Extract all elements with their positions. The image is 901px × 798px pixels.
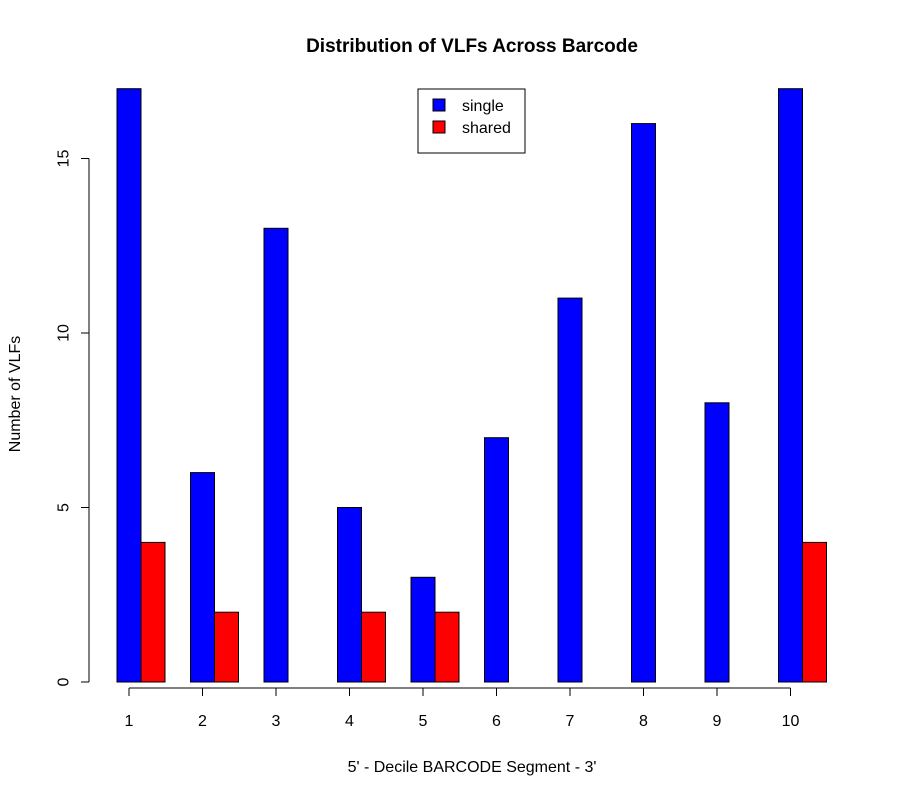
x-axis: 1 2 3 4 5 6 7 8 9 10	[125, 687, 800, 730]
bar-single-3	[263, 227, 289, 683]
x-tick-label: 5	[419, 713, 428, 730]
bar-single-8	[631, 123, 656, 683]
chart-title: Distribution of VLFs Across Barcode	[306, 36, 638, 57]
y-tick-label: 5	[56, 503, 73, 512]
legend: single shared	[417, 88, 526, 154]
bar-single-5	[410, 576, 436, 683]
x-tick-label: 2	[198, 713, 207, 730]
x-tick-label: 6	[492, 713, 501, 730]
y-axis-label: Number of VLFs	[7, 336, 24, 452]
y-tick-label: 0	[56, 677, 73, 686]
bar-shared-5	[434, 611, 460, 683]
bar-single-7	[557, 297, 583, 683]
bar-shared-1	[140, 541, 166, 683]
x-tick-label: 7	[566, 713, 575, 730]
y-tick-label: 10	[56, 324, 73, 342]
bar-single-2	[190, 472, 215, 683]
x-tick-label: 9	[713, 713, 722, 730]
bar-shared-2	[214, 611, 239, 683]
legend-swatch-single	[432, 98, 446, 112]
legend-label-single: single	[462, 98, 504, 115]
legend-swatch-shared	[432, 120, 446, 134]
bar-single-1	[116, 88, 142, 683]
bars	[116, 88, 827, 683]
bar-shared-10	[802, 541, 827, 683]
x-tick-label: 1	[125, 713, 134, 730]
y-tick-label: 15	[56, 150, 73, 168]
bar-single-9	[704, 402, 730, 683]
x-tick-label: 8	[639, 713, 648, 730]
legend-label-shared: shared	[462, 120, 511, 137]
x-tick-label: 10	[782, 713, 800, 730]
x-axis-label: 5' - Decile BARCODE Segment - 3'	[348, 759, 597, 776]
x-tick-label: 3	[272, 713, 281, 730]
bar-single-6	[484, 437, 509, 683]
bar-single-10	[778, 88, 803, 683]
y-axis: 0 5 10 15	[56, 150, 90, 686]
bar-shared-4	[361, 611, 386, 683]
bar-single-4	[337, 507, 362, 683]
x-tick-label: 4	[345, 713, 354, 730]
